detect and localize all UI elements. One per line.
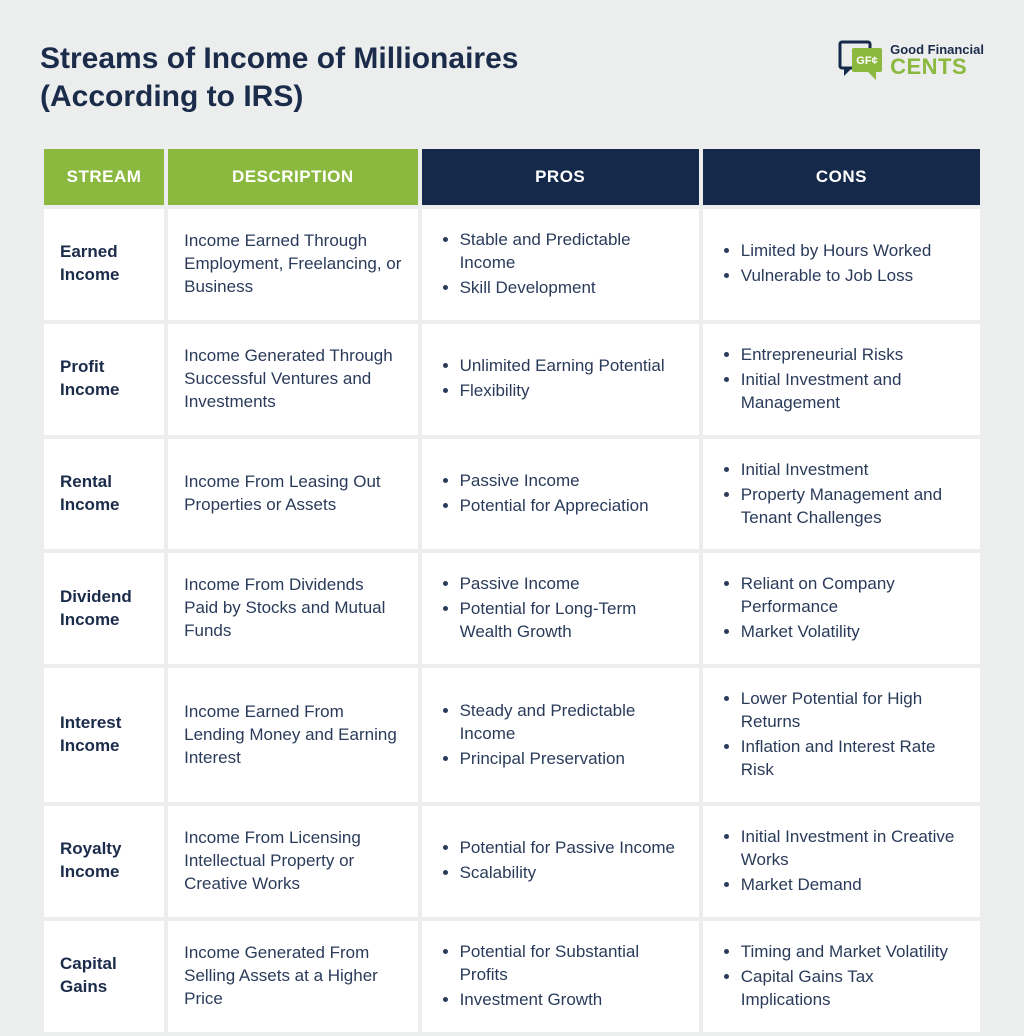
title-line-2: (According to IRS) — [40, 80, 303, 113]
description-cell: Income Generated From Selling Assets at … — [168, 921, 417, 1032]
table-row: Interest IncomeIncome Earned From Lendin… — [44, 668, 980, 802]
description-cell: Income Generated Through Successful Vent… — [168, 324, 417, 435]
cons-cell: Limited by Hours WorkedVulnerable to Job… — [703, 209, 980, 320]
cons-item: Initial Investment — [741, 459, 964, 482]
cons-item: Initial Investment in Creative Works — [741, 826, 964, 872]
page-title: Streams of Income of Millionaires (Accor… — [40, 40, 518, 115]
pros-item: Unlimited Earning Potential — [460, 355, 683, 378]
description-cell: Income From Licensing Intellectual Prope… — [168, 806, 417, 917]
cons-item: Vulnerable to Job Loss — [741, 265, 964, 288]
cons-item: Entrepreneurial Risks — [741, 344, 964, 367]
pros-item: Skill Development — [460, 277, 683, 300]
pros-cell: Potential for Substantial ProfitsInvestm… — [422, 921, 699, 1032]
description-cell: Income Earned Through Employment, Freela… — [168, 209, 417, 320]
cons-cell: Initial InvestmentProperty Management an… — [703, 439, 980, 550]
pros-list: Steady and Predictable IncomePrincipal P… — [438, 700, 683, 771]
logo-line-2: CENTS — [890, 56, 984, 78]
pros-item: Stable and Predictable Income — [460, 229, 683, 275]
pros-cell: Steady and Predictable IncomePrincipal P… — [422, 668, 699, 802]
description-cell: Income From Dividends Paid by Stocks and… — [168, 553, 417, 664]
pros-item: Investment Growth — [460, 989, 683, 1012]
table-header-row: STREAM DESCRIPTION PROS CONS — [44, 149, 980, 205]
pros-item: Potential for Appreciation — [460, 495, 683, 518]
stream-cell: Profit Income — [44, 324, 164, 435]
col-header-description: DESCRIPTION — [168, 149, 417, 205]
table-body: Earned IncomeIncome Earned Through Emplo… — [44, 209, 980, 1032]
table-row: Dividend IncomeIncome From Dividends Pai… — [44, 553, 980, 664]
cons-item: Market Volatility — [741, 621, 964, 644]
pros-item: Potential for Substantial Profits — [460, 941, 683, 987]
logo-text: Good Financial CENTS — [890, 43, 984, 78]
pros-item: Scalability — [460, 862, 683, 885]
header: Streams of Income of Millionaires (Accor… — [40, 40, 984, 115]
pros-cell: Passive IncomePotential for Long-Term We… — [422, 553, 699, 664]
stream-cell: Royalty Income — [44, 806, 164, 917]
cons-item: Property Management and Tenant Challenge… — [741, 484, 964, 530]
pros-item: Steady and Predictable Income — [460, 700, 683, 746]
table-row: Rental IncomeIncome From Leasing Out Pro… — [44, 439, 980, 550]
cons-list: Initial Investment in Creative WorksMark… — [719, 826, 964, 897]
col-header-cons: CONS — [703, 149, 980, 205]
cons-list: Lower Potential for High ReturnsInflatio… — [719, 688, 964, 782]
cons-cell: Initial Investment in Creative WorksMark… — [703, 806, 980, 917]
cons-item: Inflation and Interest Rate Risk — [741, 736, 964, 782]
description-cell: Income Earned From Lending Money and Ear… — [168, 668, 417, 802]
pros-cell: Potential for Passive IncomeScalability — [422, 806, 699, 917]
pros-list: Potential for Passive IncomeScalability — [438, 837, 683, 885]
cons-item: Initial Investment and Management — [741, 369, 964, 415]
table-row: Earned IncomeIncome Earned Through Emplo… — [44, 209, 980, 320]
pros-list: Passive IncomePotential for Appreciation — [438, 470, 683, 518]
pros-list: Potential for Substantial ProfitsInvestm… — [438, 941, 683, 1012]
svg-text:GF¢: GF¢ — [856, 55, 877, 67]
cons-item: Capital Gains Tax Implications — [741, 966, 964, 1012]
pros-cell: Unlimited Earning PotentialFlexibility — [422, 324, 699, 435]
cons-item: Market Demand — [741, 874, 964, 897]
stream-cell: Dividend Income — [44, 553, 164, 664]
table-row: Capital GainsIncome Generated From Selli… — [44, 921, 980, 1032]
cons-item: Reliant on Company Performance — [741, 573, 964, 619]
cons-list: Limited by Hours WorkedVulnerable to Job… — [719, 240, 964, 288]
cons-list: Entrepreneurial RisksInitial Investment … — [719, 344, 964, 415]
pros-list: Unlimited Earning PotentialFlexibility — [438, 355, 683, 403]
stream-cell: Rental Income — [44, 439, 164, 550]
table-row: Profit IncomeIncome Generated Through Su… — [44, 324, 980, 435]
pros-item: Passive Income — [460, 470, 683, 493]
pros-list: Passive IncomePotential for Long-Term We… — [438, 573, 683, 644]
table-row: Royalty IncomeIncome From Licensing Inte… — [44, 806, 980, 917]
pros-cell: Passive IncomePotential for Appreciation — [422, 439, 699, 550]
cons-item: Timing and Market Volatility — [741, 941, 964, 964]
cons-list: Initial InvestmentProperty Management an… — [719, 459, 964, 530]
pros-cell: Stable and Predictable IncomeSkill Devel… — [422, 209, 699, 320]
description-cell: Income From Leasing Out Properties or As… — [168, 439, 417, 550]
cons-cell: Entrepreneurial RisksInitial Investment … — [703, 324, 980, 435]
stream-cell: Interest Income — [44, 668, 164, 802]
cons-cell: Timing and Market VolatilityCapital Gain… — [703, 921, 980, 1032]
cons-list: Reliant on Company PerformanceMarket Vol… — [719, 573, 964, 644]
stream-cell: Capital Gains — [44, 921, 164, 1032]
pros-item: Potential for Long-Term Wealth Growth — [460, 598, 683, 644]
pros-item: Flexibility — [460, 380, 683, 403]
col-header-stream: STREAM — [44, 149, 164, 205]
income-streams-table: STREAM DESCRIPTION PROS CONS Earned Inco… — [40, 145, 984, 1036]
logo-badge-icon: GF¢ — [838, 40, 884, 80]
cons-item: Lower Potential for High Returns — [741, 688, 964, 734]
pros-item: Principal Preservation — [460, 748, 683, 771]
pros-list: Stable and Predictable IncomeSkill Devel… — [438, 229, 683, 300]
stream-cell: Earned Income — [44, 209, 164, 320]
cons-cell: Lower Potential for High ReturnsInflatio… — [703, 668, 980, 802]
cons-item: Limited by Hours Worked — [741, 240, 964, 263]
cons-list: Timing and Market VolatilityCapital Gain… — [719, 941, 964, 1012]
col-header-pros: PROS — [422, 149, 699, 205]
cons-cell: Reliant on Company PerformanceMarket Vol… — [703, 553, 980, 664]
title-line-1: Streams of Income of Millionaires — [40, 42, 518, 75]
pros-item: Passive Income — [460, 573, 683, 596]
pros-item: Potential for Passive Income — [460, 837, 683, 860]
brand-logo: GF¢ Good Financial CENTS — [838, 40, 984, 80]
